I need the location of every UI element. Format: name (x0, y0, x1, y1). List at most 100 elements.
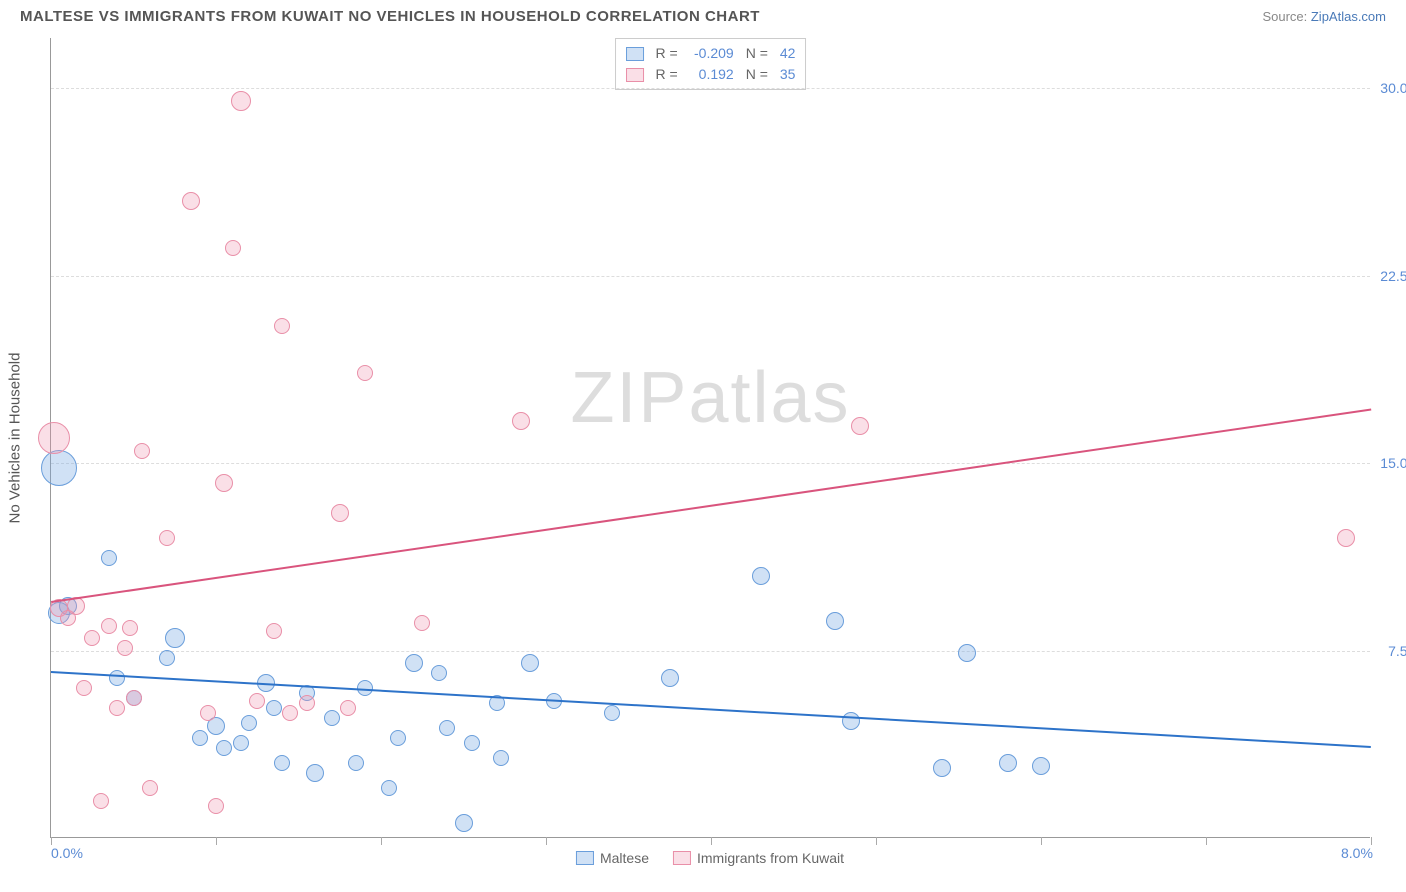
x-tick (51, 837, 52, 845)
data-point (159, 650, 175, 666)
data-point (999, 754, 1017, 772)
data-point (216, 740, 232, 756)
gridline-h (51, 651, 1370, 652)
data-point (241, 715, 257, 731)
n-label-1: N = (746, 43, 768, 64)
r-label-2: R = (656, 64, 678, 85)
data-point (159, 530, 175, 546)
data-point (340, 700, 356, 716)
legend-swatch-kuwait (626, 68, 644, 82)
data-point (109, 670, 125, 686)
data-point (165, 628, 185, 648)
data-point (266, 700, 282, 716)
data-point (208, 798, 224, 814)
stats-legend: R = -0.209 N = 42 R = 0.192 N = 35 (615, 38, 807, 90)
legend-item-kuwait: Immigrants from Kuwait (673, 850, 844, 866)
data-point (604, 705, 620, 721)
data-point (225, 240, 241, 256)
legend-swatch-maltese (626, 47, 644, 61)
chart-header: MALTESE VS IMMIGRANTS FROM KUWAIT NO VEH… (0, 0, 1406, 29)
x-tick-label: 0.0% (51, 845, 83, 861)
source-link[interactable]: ZipAtlas.com (1311, 9, 1386, 24)
data-point (512, 412, 530, 430)
data-point (464, 735, 480, 751)
x-tick (876, 837, 877, 845)
n-label-2: N = (746, 64, 768, 85)
x-tick-label: 8.0% (1341, 845, 1373, 861)
gridline-h (51, 276, 1370, 277)
data-point (842, 712, 860, 730)
watermark: ZIPatlas (570, 357, 850, 439)
plot-area: ZIPatlas No Vehicles in Household R = -0… (50, 38, 1370, 838)
y-tick-label: 7.5% (1388, 643, 1406, 659)
data-point (41, 450, 77, 486)
y-tick-label: 22.5% (1380, 268, 1406, 284)
stats-row-1: R = -0.209 N = 42 (626, 43, 796, 64)
data-point (117, 640, 133, 656)
x-tick (1041, 837, 1042, 845)
watermark-zip: ZIP (570, 358, 688, 438)
data-point (851, 417, 869, 435)
legend-label-kuwait: Immigrants from Kuwait (697, 850, 844, 866)
data-point (431, 665, 447, 681)
stats-row-2: R = 0.192 N = 35 (626, 64, 796, 85)
data-point (826, 612, 844, 630)
bottom-legend: Maltese Immigrants from Kuwait (576, 850, 844, 866)
data-point (331, 504, 349, 522)
n-value-2: 35 (780, 64, 796, 85)
x-tick (1371, 837, 1372, 845)
data-point (390, 730, 406, 746)
data-point (324, 710, 340, 726)
data-point (282, 705, 298, 721)
data-point (84, 630, 100, 646)
data-point (1337, 529, 1355, 547)
y-tick-label: 15.0% (1380, 455, 1406, 471)
r-value-1: -0.209 (690, 43, 734, 64)
data-point (1032, 757, 1050, 775)
data-point (182, 192, 200, 210)
r-value-2: 0.192 (690, 64, 734, 85)
data-point (231, 91, 251, 111)
data-point (381, 780, 397, 796)
data-point (405, 654, 423, 672)
x-tick (1206, 837, 1207, 845)
x-tick (216, 837, 217, 845)
data-point (134, 443, 150, 459)
data-point (142, 780, 158, 796)
gridline-h (51, 463, 1370, 464)
legend-item-maltese: Maltese (576, 850, 649, 866)
data-point (414, 615, 430, 631)
data-point (101, 550, 117, 566)
legend-label-maltese: Maltese (600, 850, 649, 866)
data-point (493, 750, 509, 766)
data-point (274, 755, 290, 771)
data-point (274, 318, 290, 334)
data-point (233, 735, 249, 751)
x-tick (381, 837, 382, 845)
data-point (200, 705, 216, 721)
chart-title: MALTESE VS IMMIGRANTS FROM KUWAIT NO VEH… (20, 8, 760, 25)
y-tick-label: 30.0% (1380, 80, 1406, 96)
chart-container: ZIPatlas No Vehicles in Household R = -0… (50, 38, 1370, 838)
watermark-atlas: atlas (688, 358, 850, 438)
x-tick (546, 837, 547, 845)
x-tick (711, 837, 712, 845)
data-point (439, 720, 455, 736)
data-point (266, 623, 282, 639)
data-point (126, 690, 142, 706)
source-prefix: Source: (1262, 9, 1310, 24)
trend-line (51, 408, 1371, 602)
data-point (521, 654, 539, 672)
data-point (215, 474, 233, 492)
r-label-1: R = (656, 43, 678, 64)
chart-source: Source: ZipAtlas.com (1262, 9, 1386, 24)
trend-line (51, 671, 1371, 748)
data-point (933, 759, 951, 777)
data-point (109, 700, 125, 716)
data-point (958, 644, 976, 662)
legend-swatch-maltese-bottom (576, 851, 594, 865)
data-point (306, 764, 324, 782)
n-value-1: 42 (780, 43, 796, 64)
data-point (661, 669, 679, 687)
data-point (348, 755, 364, 771)
